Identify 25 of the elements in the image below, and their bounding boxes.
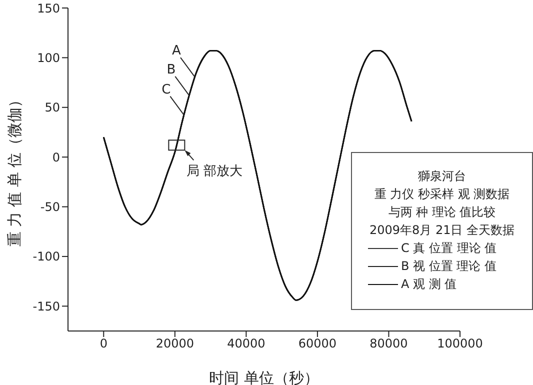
annotation: C — [162, 82, 171, 98]
legend-label: C 真 位置 理论 值 — [401, 240, 497, 257]
annotation: 2009年8月 21日 全天数据 — [368, 222, 516, 239]
annotation: A — [172, 44, 182, 59]
legend-label: B 视 位置 理论 值 — [401, 258, 496, 275]
annotation: 重 力仪 秒采样 观 测数据 — [373, 186, 511, 203]
legend-label: A 观 测 值 — [401, 276, 457, 293]
legend-title: 獅泉河台 — [417, 168, 467, 185]
x-tick-label: 40000 — [227, 336, 266, 351]
y-tick-label: 100 — [37, 50, 60, 65]
y-tick-label: -50 — [40, 200, 60, 214]
annotation: B — [166, 62, 176, 78]
annotation: 与两 种 理论 值比较 — [387, 204, 497, 221]
x-tick-label: 100000 — [437, 336, 483, 351]
x-tick-label: 0 — [100, 336, 108, 351]
y-tick-label: 50 — [44, 100, 60, 115]
y-axis-title: 重 力 值 单 位（微伽） — [5, 92, 24, 247]
x-tick-label: 60000 — [298, 336, 337, 351]
y-tick-label: -150 — [32, 299, 60, 314]
y-tick-label: 0 — [52, 150, 60, 164]
annotation: 局 部放大 — [186, 164, 243, 180]
x-tick-label: 20000 — [156, 336, 194, 351]
x-tick-label: 80000 — [370, 336, 408, 351]
y-tick-label: -100 — [32, 250, 60, 264]
y-tick-label: 150 — [37, 1, 60, 16]
